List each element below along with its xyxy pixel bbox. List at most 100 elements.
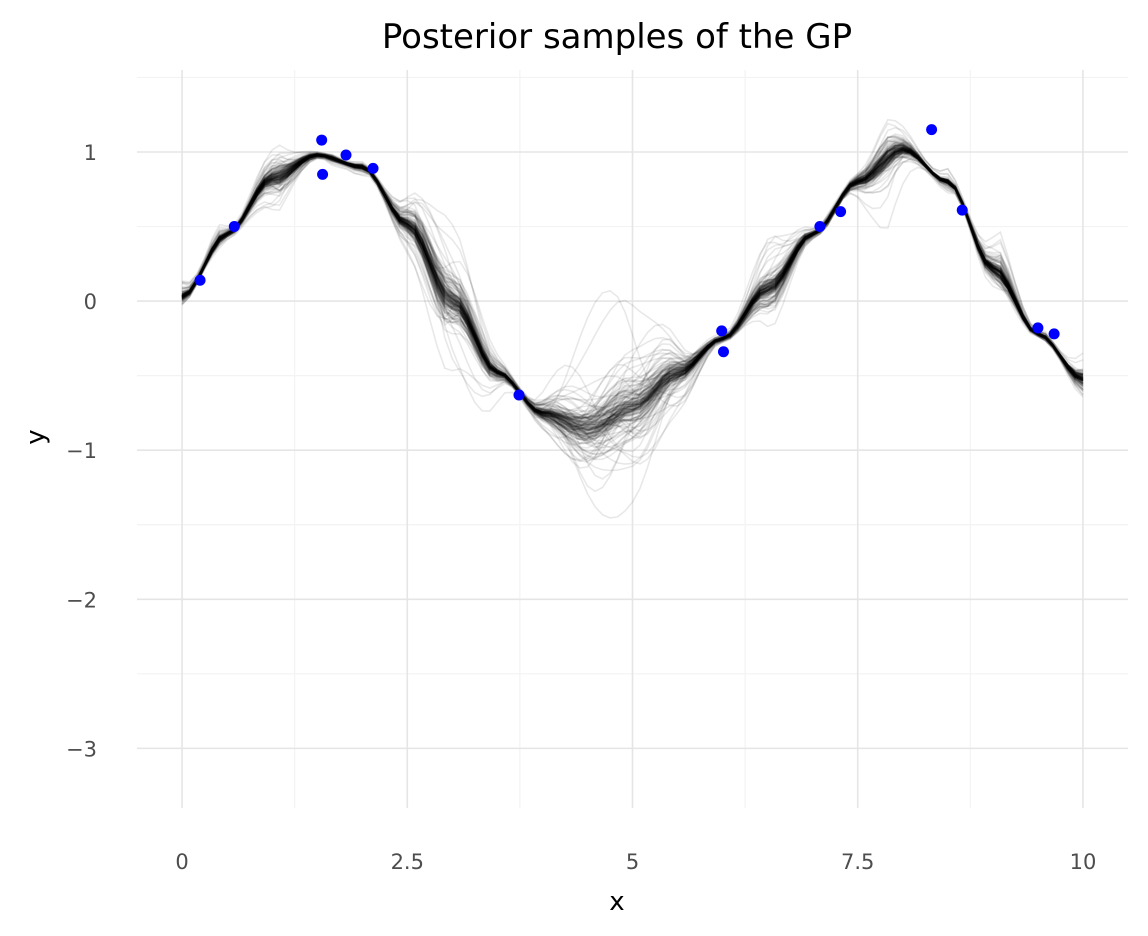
posterior-sample-line (181, 149, 1084, 435)
posterior-sample-line (181, 152, 1084, 453)
observed-point (956, 204, 968, 216)
observed-point (716, 325, 728, 337)
posterior-sample-line (181, 148, 1084, 460)
posterior-sample-line (181, 145, 1084, 424)
observed-point (814, 221, 826, 233)
observed-point (228, 221, 240, 233)
observed-point (316, 134, 328, 146)
posterior-sample-line (181, 144, 1084, 424)
posterior-sample-line (181, 140, 1084, 409)
posterior-sample-line (181, 149, 1084, 435)
posterior-sample-line (181, 149, 1084, 416)
x-axis-label: x (609, 887, 624, 917)
observed-point (1048, 328, 1060, 340)
x-tick-label: 10 (1070, 850, 1097, 874)
posterior-sample-line (181, 143, 1084, 438)
posterior-sample-line (181, 147, 1084, 424)
posterior-sample-line (181, 143, 1084, 441)
posterior-sample-line (181, 149, 1084, 408)
posterior-sample-line (181, 151, 1084, 420)
posterior-sample-line (181, 149, 1084, 428)
posterior-sample-line (181, 149, 1084, 429)
posterior-sample-line (181, 134, 1084, 406)
posterior-sample-line (181, 146, 1084, 427)
posterior-sample-line (181, 149, 1084, 440)
observed-point (717, 346, 729, 358)
observed-point (194, 274, 206, 286)
posterior-sample-line (181, 156, 1084, 472)
posterior-sample-line (181, 143, 1084, 429)
posterior-sample-line (181, 142, 1084, 437)
posterior-sample-line (181, 156, 1084, 519)
posterior-sample-line (181, 148, 1084, 431)
posterior-sample-line (181, 146, 1084, 446)
posterior-sample-line (181, 151, 1084, 413)
posterior-sample-line (181, 142, 1084, 416)
posterior-sample-line (181, 150, 1084, 432)
posterior-sample-line (181, 147, 1084, 449)
posterior-sample-line (181, 147, 1084, 429)
posterior-sample-line (181, 148, 1084, 426)
posterior-sample-line (181, 137, 1084, 419)
posterior-sample-line (181, 149, 1084, 453)
posterior-sample-line (181, 148, 1084, 427)
posterior-sample-line (181, 146, 1084, 435)
posterior-sample-line (181, 145, 1084, 434)
observed-point (1032, 322, 1044, 334)
posterior-sample-line (181, 154, 1084, 459)
posterior-sample-line (181, 148, 1084, 432)
posterior-sample-line (181, 150, 1084, 423)
posterior-sample-line (181, 135, 1084, 449)
observed-point (926, 124, 938, 136)
posterior-sample-line (181, 152, 1084, 426)
posterior-sample-line (181, 137, 1084, 445)
posterior-sample-line (181, 144, 1084, 419)
observed-point (340, 149, 352, 161)
posterior-sample-line (181, 148, 1084, 431)
posterior-sample-line (181, 148, 1084, 426)
posterior-sample-line (181, 151, 1084, 439)
posterior-sample-line (181, 147, 1084, 429)
posterior-sample-line (181, 143, 1084, 440)
posterior-sample-line (181, 136, 1084, 463)
posterior-sample-line (181, 149, 1084, 432)
posterior-sample-line (181, 148, 1084, 430)
posterior-sample-line (181, 146, 1084, 436)
posterior-sample-line (181, 151, 1084, 428)
observed-point (835, 206, 847, 218)
posterior-sample-line (181, 148, 1084, 427)
posterior-sample-line (181, 148, 1084, 439)
posterior-sample-line (181, 139, 1084, 439)
posterior-sample-line (181, 149, 1084, 424)
posterior-sample-line (181, 149, 1084, 428)
posterior-sample-line (181, 149, 1084, 430)
posterior-sample-line (181, 156, 1083, 493)
posterior-sample-line (181, 151, 1084, 436)
posterior-sample-line (181, 145, 1084, 465)
observed-point (367, 162, 379, 174)
posterior-sample-line (181, 151, 1084, 431)
posterior-sample-line (181, 143, 1084, 446)
posterior-sample-line (181, 151, 1084, 432)
posterior-sample-line (181, 144, 1084, 421)
posterior-sample-line (181, 144, 1084, 433)
observed-point (513, 389, 525, 401)
posterior-sample-line (181, 146, 1084, 441)
posterior-sample-line (181, 152, 1084, 420)
posterior-sample-line (181, 149, 1084, 437)
posterior-sample-line (181, 154, 1084, 431)
posterior-sample-line (181, 133, 1084, 462)
posterior-sample-line (181, 148, 1084, 430)
posterior-sample-line (181, 148, 1084, 431)
posterior-sample-line (181, 148, 1084, 438)
posterior-sample-line (181, 136, 1084, 455)
posterior-sample-line (181, 144, 1084, 419)
posterior-sample-line (181, 146, 1084, 422)
posterior-sample-line (181, 151, 1084, 424)
posterior-sample-line (181, 148, 1084, 440)
posterior-sample-line (181, 146, 1084, 440)
posterior-sample-line (181, 145, 1084, 420)
posterior-sample-line (181, 141, 1084, 461)
posterior-sample-line (181, 149, 1084, 420)
